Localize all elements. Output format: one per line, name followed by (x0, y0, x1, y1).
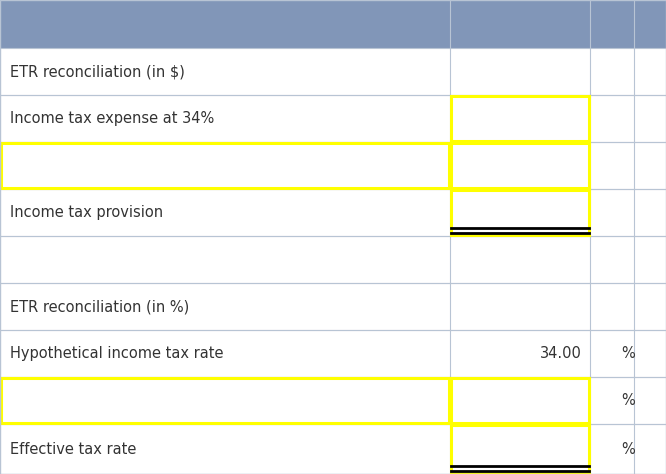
Bar (1, 378, 449, 423)
Bar (0, 142, 666, 189)
Bar (0, 189, 666, 236)
Text: Effective tax rate: Effective tax rate (10, 441, 137, 456)
Bar (0, 377, 666, 424)
Text: ETR reconciliation (in %): ETR reconciliation (in %) (10, 299, 189, 314)
Text: %: % (621, 441, 635, 456)
Bar (0, 95, 666, 142)
Text: 34.00: 34.00 (540, 346, 582, 361)
Bar (0, 236, 666, 283)
Bar (451, 143, 589, 188)
Text: %: % (621, 346, 635, 361)
Bar (0, 48, 666, 95)
Bar (1, 143, 449, 188)
Text: Hypothetical income tax rate: Hypothetical income tax rate (10, 346, 224, 361)
Text: ETR reconciliation (in $): ETR reconciliation (in $) (10, 64, 185, 79)
Bar (451, 190, 589, 235)
Bar (451, 378, 589, 423)
Bar (451, 96, 589, 141)
Bar (0, 283, 666, 330)
Text: Income tax expense at 34%: Income tax expense at 34% (10, 111, 214, 126)
Bar (0, 0, 666, 48)
Bar (0, 330, 666, 377)
Bar (0, 424, 666, 474)
Text: Income tax provision: Income tax provision (10, 205, 163, 220)
Text: %: % (621, 393, 635, 408)
Bar (451, 425, 589, 473)
